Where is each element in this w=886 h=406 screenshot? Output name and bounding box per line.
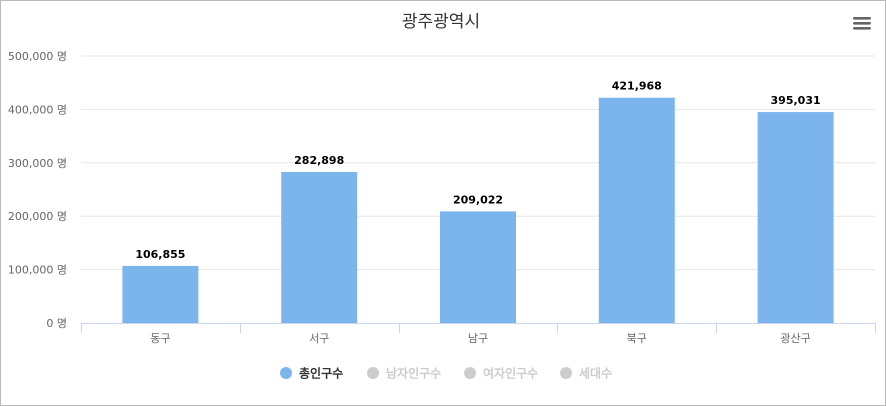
legend-item[interactable]: 총인구수 [280,366,343,381]
y-axis-tick-labels: 0 명 100,000 명 200,000 명 300,000 명 400,000 명 5… [8,50,67,330]
legend-marker [280,367,292,379]
legend-marker [464,367,476,379]
y-tick-label: 500,000 명 [8,50,67,63]
y-tick-label: 400,000 명 [8,103,67,116]
legend-label: 총인구수 [299,366,343,381]
legend-item[interactable]: 세대수 [560,366,612,381]
bar[interactable] [281,171,358,323]
y-tick-label: 100,000 명 [8,264,67,277]
data-label: 421,968 [612,80,662,93]
grid-lines [81,55,875,271]
y-tick-label: 300,000 명 [8,157,67,170]
legend-item[interactable]: 남자인구수 [367,366,441,381]
legend-marker [367,367,379,379]
bar[interactable] [122,265,199,323]
bars [122,97,834,324]
bar[interactable] [598,97,675,323]
y-tick-label: 0 명 [46,317,67,330]
x-tick-label: 남구 [468,332,488,345]
data-label: 395,031 [771,94,821,107]
legend-label: 남자인구수 [386,366,441,381]
legend-marker [560,367,572,379]
data-label: 282,898 [294,154,344,167]
data-labels: 106,855 282,898 209,022 421,968 395,031 [135,80,820,261]
x-tick-label: 서구 [309,332,329,345]
x-tick-label: 북구 [627,332,647,345]
bar[interactable] [440,211,516,323]
data-label: 106,855 [135,248,185,261]
legend-label: 여자인구수 [483,366,538,381]
legend: 총인구수 남자인구수 여자인구수 세대수 [280,366,612,381]
chart-title: 광주광역시 [402,12,480,32]
x-tick-label: 동구 [150,332,170,345]
x-axis: 동구 서구 남구 북구 광산구 [81,323,876,345]
legend-item[interactable]: 여자인구수 [464,366,538,381]
y-tick-label: 200,000 명 [8,210,67,223]
bar[interactable] [757,112,834,324]
legend-label: 세대수 [579,366,612,381]
hamburger-menu-icon[interactable] [849,13,873,33]
x-tick-label: 광산구 [780,332,810,345]
data-label: 209,022 [453,193,503,206]
